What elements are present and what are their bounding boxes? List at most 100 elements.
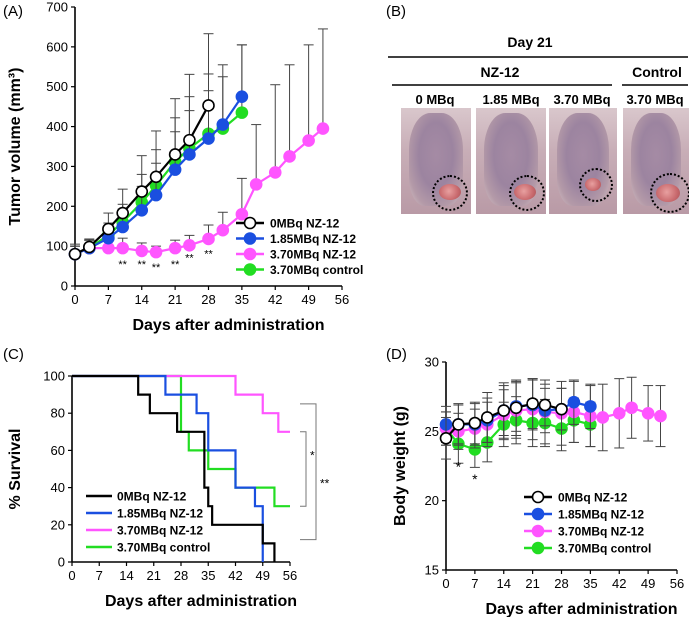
a-legend-label: 3.70MBq NZ-12 [270, 248, 356, 262]
panel-label-d: (D) [386, 346, 407, 363]
d-x-tick-label: 7 [471, 576, 478, 591]
tumor-circle [650, 173, 689, 213]
d-series-0mbq-nz-12-point [468, 416, 482, 430]
a-series-3-70mbq-control-point [235, 106, 249, 119]
a-series-0mbq-nz-12-point [116, 206, 129, 220]
c-legend: 0MBq NZ-12 1.85MBq NZ-12 3.70MBq NZ-12 3.70… [86, 490, 210, 555]
tumor-circle [509, 175, 545, 211]
a-legend-swatch-marker [243, 216, 257, 230]
c-series-0mbq-nz-12-step-line [72, 374, 276, 562]
d-x-tick-label: 42 [612, 576, 626, 591]
c-bracket-outer [300, 403, 317, 541]
a-y-tick-label: 700 [46, 0, 68, 15]
a-x-tick-label: 28 [201, 292, 215, 307]
c-x-tick-label: 56 [283, 568, 297, 583]
d-series-0mbq-nz-12-point [538, 398, 552, 412]
a-series-3-70mbq-nz-12-point [268, 166, 282, 179]
a-series-1-85mbq-nz-12-point [168, 163, 182, 176]
d-series-0mbq-nz-12-point [480, 411, 494, 424]
a-legend-label: 0MBq NZ-12 [270, 217, 340, 231]
d-series-1-85mbq-nz-12-point [584, 400, 597, 413]
a-series-0mbq-nz-12-point [202, 99, 215, 112]
c-x-tick-label: 14 [119, 568, 133, 583]
a-x-tick-label: 56 [335, 292, 349, 307]
c-x-axis-title: Days after administration [105, 593, 297, 610]
a-y-axis-title: Tumor volume (mm³) [7, 68, 24, 226]
c-y-axis-title: % Survival [7, 429, 24, 510]
a-x-tick-label: 21 [168, 292, 182, 307]
body-weight-chart: 0 7 14 21 28 35 42 49 56 15 20 25 30 Days after admin… [392, 355, 684, 617]
a-x-tick-label: 49 [301, 292, 315, 307]
d-legend-swatch-marker [531, 490, 545, 504]
d-legend: 0MBq NZ-12 1.85MBq NZ-12 3.70MBq NZ-12 3.70… [524, 491, 651, 556]
a-series-3-70mbq-nz-12-point [149, 245, 163, 259]
a-legend-swatch-marker [243, 247, 257, 261]
panel-label-c: (C) [3, 346, 24, 363]
a-legend-swatch-marker [243, 263, 257, 276]
c-y-tick-label: 80 [51, 406, 65, 421]
a-series-3-70mbq-nz-12-point [216, 223, 230, 237]
a-series-3-70mbq-nz-12-point [135, 244, 149, 258]
photo-day-header: Day 21 [507, 34, 552, 50]
a-series-3-70mbq-nz-12-line [74, 127, 324, 256]
a-series-3-70mbq-nz-12 [68, 28, 330, 261]
d-series-0mbq-nz-12 [439, 378, 568, 460]
mouse-photo-370mbq [549, 108, 617, 214]
a-significance-mark: ** [152, 262, 161, 274]
d-series-0mbq-nz-12-point [497, 404, 511, 417]
a-y-tick-label: 500 [46, 79, 68, 94]
d-series-1-85mbq-nz-12-point [567, 395, 581, 409]
d-x-tick-label: 21 [525, 576, 539, 591]
a-series-3-70mbq-nz-12-point [316, 122, 330, 135]
c-y-tick-label: 20 [51, 517, 65, 532]
a-series-1-85mbq-nz-12-point [149, 188, 163, 202]
a-series-3-70mbq-nz-12-point [168, 241, 182, 255]
a-series-0mbq-nz-12-point [168, 148, 182, 161]
d-y-tick-label: 15 [425, 563, 439, 578]
d-legend-label: 3.70MBq NZ-12 [558, 525, 644, 539]
mouse-photo-control [623, 108, 689, 214]
a-y-tick-label: 0 [61, 279, 68, 294]
d-series-3-70mbq-nz-12-line [445, 406, 661, 433]
a-y-tick-label: 400 [46, 119, 68, 134]
d-series-3-70mbq-nz-12-point [654, 409, 667, 423]
a-y-tick-label: 300 [46, 159, 68, 174]
d-y-tick-label: 25 [425, 424, 439, 439]
d-legend-swatch-marker [531, 524, 545, 538]
a-series-3-70mbq-nz-12-point [302, 134, 315, 147]
a-x-tick-label: 14 [135, 292, 149, 307]
d-series-0mbq-nz-12-point [452, 418, 465, 431]
d-legend-label: 0MBq NZ-12 [558, 491, 628, 505]
a-series-1-85mbq-nz-12-point [135, 203, 149, 217]
d-x-tick-label: 35 [583, 576, 597, 591]
photo-control-label: Control [632, 64, 682, 80]
c-x-tick-label: 21 [147, 568, 161, 583]
a-legend-label: 1.85MBq NZ-12 [270, 232, 356, 246]
c-legend-label: 3.70MBq NZ-12 [117, 524, 203, 538]
a-series-0mbq-nz-12-point [149, 170, 163, 184]
c-x-tick-label: 35 [201, 568, 215, 583]
d-series-3-70mbq-nz-12-point [612, 407, 626, 420]
c-y-tick-label: 100 [43, 369, 65, 384]
d-series-0mbq-nz-12-point [526, 397, 539, 410]
a-significance-mark: ** [118, 259, 127, 271]
photo-dose-2: 3.70 MBq [553, 92, 610, 107]
c-series-3-70mbq-control-step-line [72, 374, 290, 508]
a-series-0mbq-nz-12-point [102, 222, 115, 236]
d-y-axis-title: Body weight (g) [392, 406, 409, 526]
a-significance-mark: ** [185, 252, 194, 264]
d-significance-mark: * [472, 471, 478, 487]
d-series-3-70mbq-nz-12-point [625, 401, 638, 415]
photo-group-label: NZ-12 [481, 64, 520, 80]
d-y-tick-label: 30 [425, 355, 439, 370]
a-x-tick-label: 42 [268, 292, 282, 307]
c-legend-label: 3.70MBq control [117, 541, 210, 555]
a-series-1-85mbq-nz-12-point [202, 132, 215, 145]
a-series-3-70mbq-nz-12-point [235, 207, 249, 221]
d-series-0mbq-nz-12-point [555, 402, 568, 416]
a-series-3-70mbq-nz-12-point [202, 232, 215, 246]
a-y-tick-label: 200 [46, 199, 68, 214]
a-series-3-70mbq-nz-12-point [249, 178, 263, 191]
c-significance-mark: ** [320, 477, 330, 491]
